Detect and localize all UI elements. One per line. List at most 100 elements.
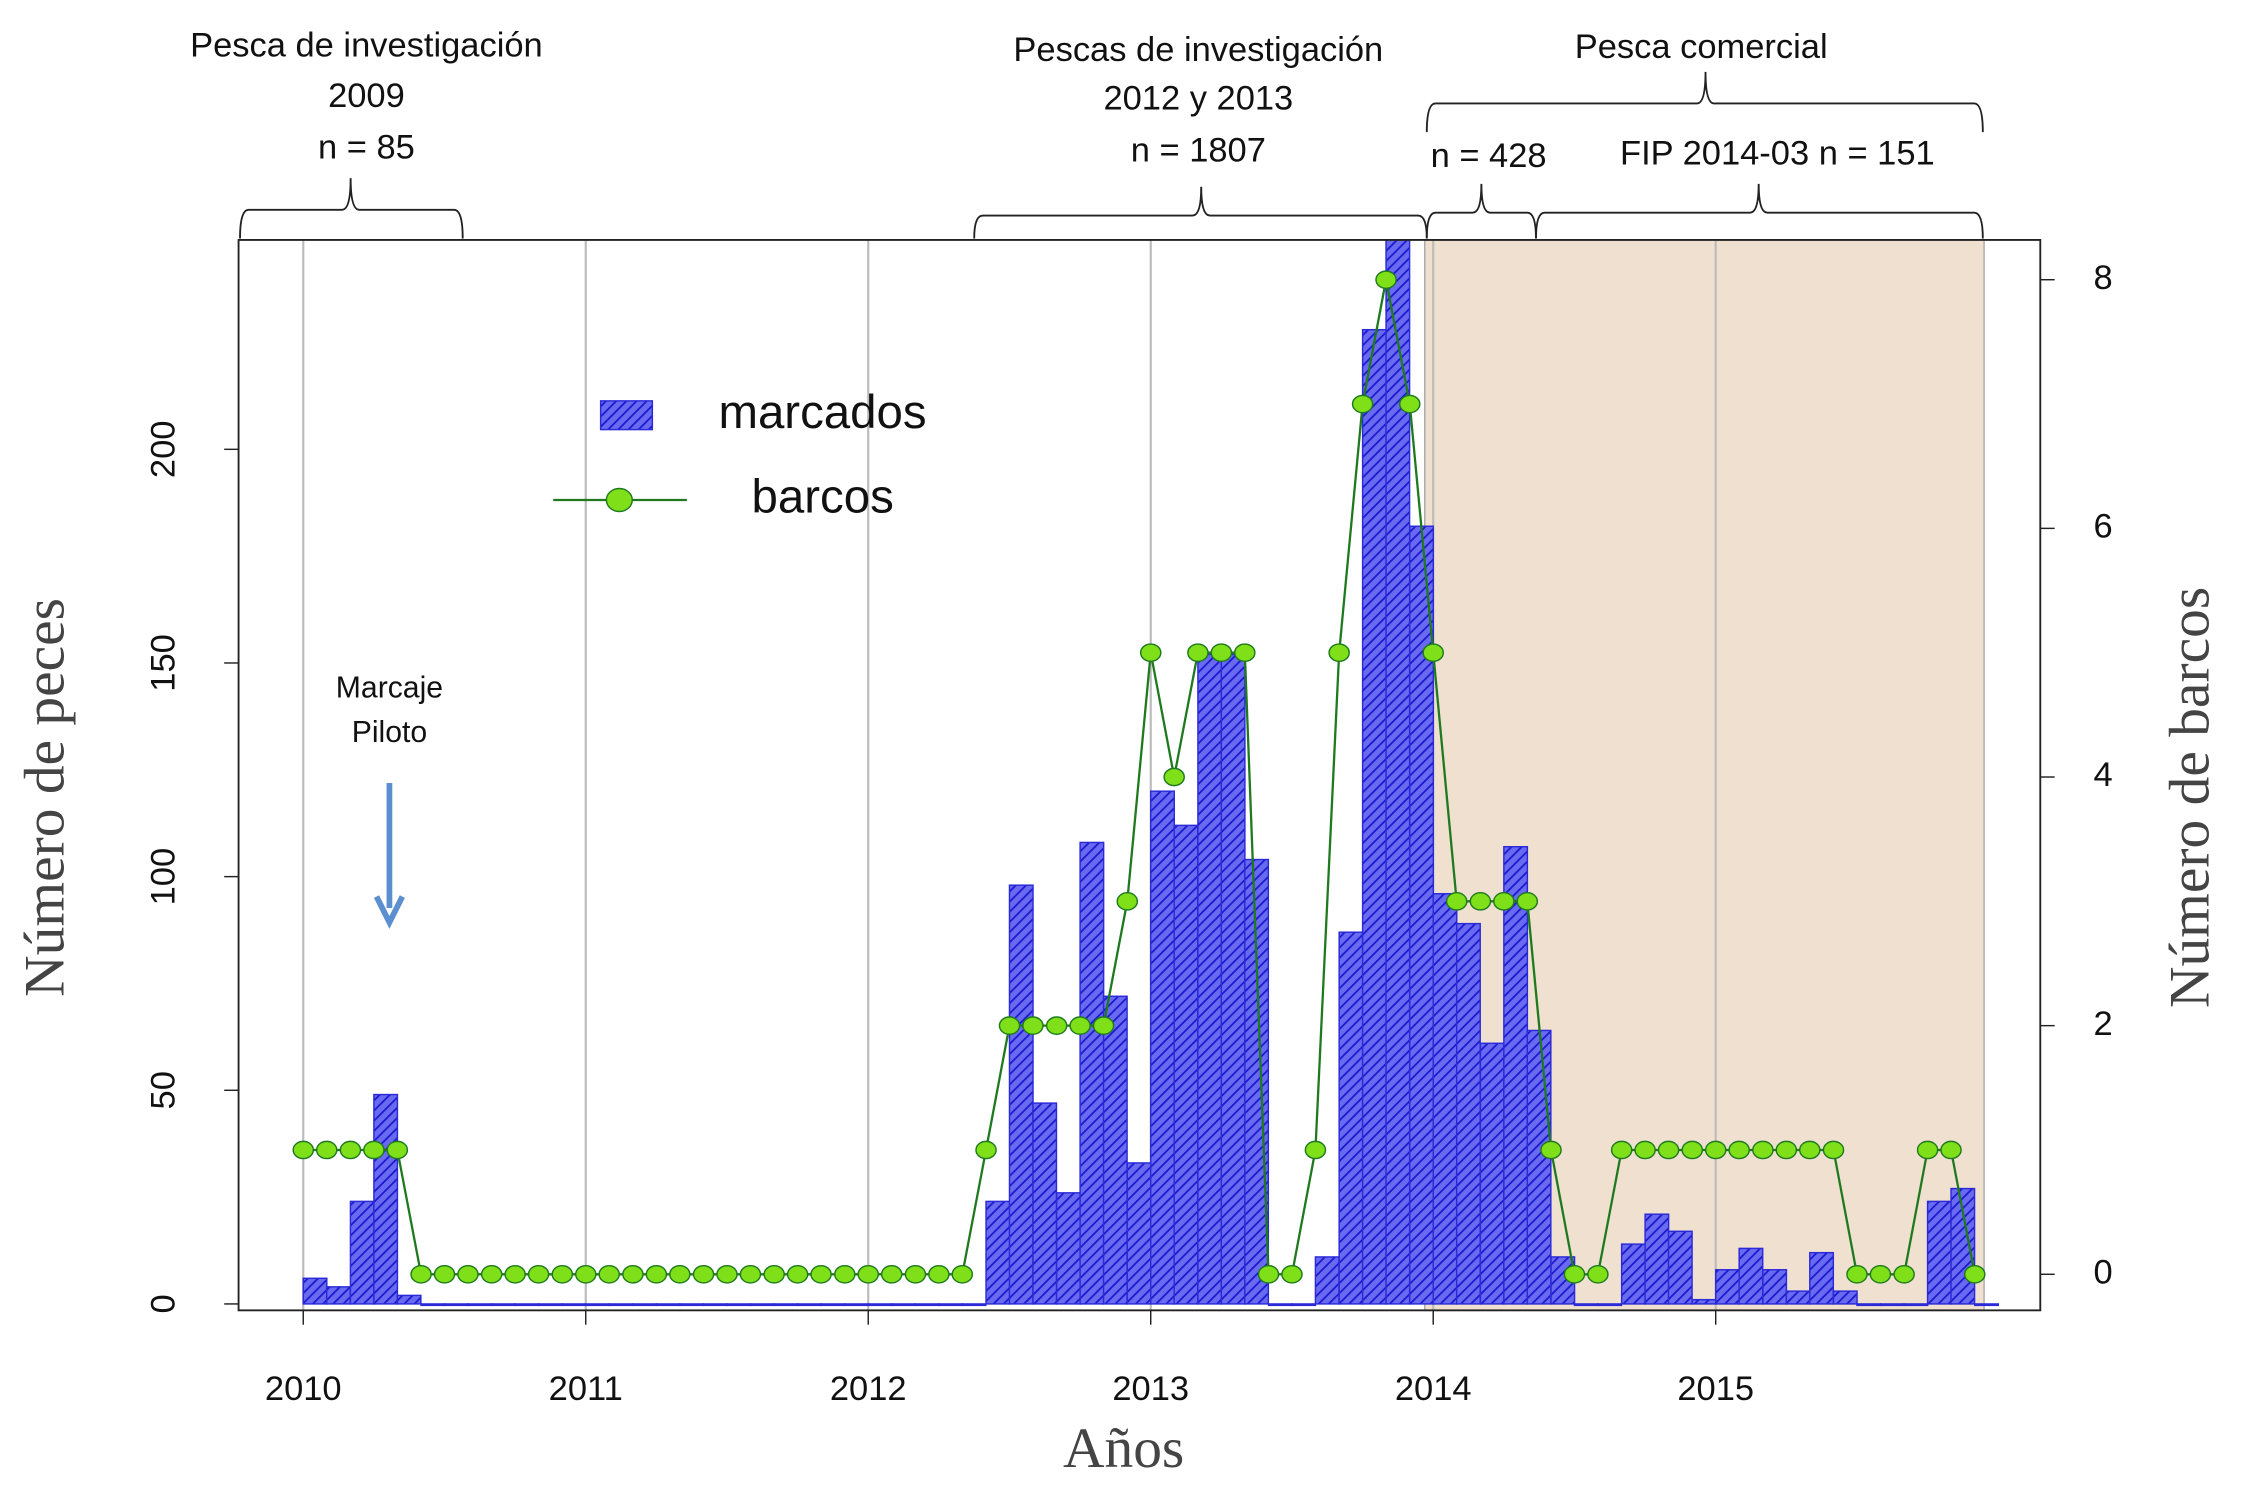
bar <box>1409 525 1435 1305</box>
point <box>363 1140 385 1160</box>
point <box>786 1264 809 1284</box>
point <box>1634 1140 1656 1160</box>
bar <box>1055 1192 1081 1305</box>
bar <box>514 1303 540 1307</box>
point <box>551 1264 574 1284</box>
bar <box>985 1200 1011 1305</box>
point <box>1304 1140 1327 1160</box>
point <box>1163 767 1185 787</box>
y2-tick-label: 4 <box>2093 756 2112 794</box>
point <box>1728 1140 1750 1160</box>
bar <box>1832 1290 1858 1305</box>
point <box>1328 643 1350 663</box>
bar <box>325 1286 351 1305</box>
bar <box>1197 653 1223 1305</box>
bar <box>1926 1200 1952 1305</box>
bar <box>1620 1243 1646 1305</box>
point <box>692 1264 715 1284</box>
bar <box>585 1303 611 1307</box>
annotation: n = 1807 <box>1131 131 1266 169</box>
point <box>1022 1016 1044 1035</box>
annotation: Pesca de investigación <box>190 27 543 65</box>
annotation: 2009 <box>328 77 405 115</box>
bar <box>1385 239 1411 1305</box>
bar <box>443 1303 469 1307</box>
bar <box>773 1303 799 1307</box>
bar <box>1879 1303 1905 1307</box>
bar <box>1597 1303 1623 1307</box>
point <box>669 1264 691 1284</box>
point <box>1540 1140 1562 1160</box>
point <box>1893 1264 1915 1284</box>
point <box>1681 1140 1704 1160</box>
bar <box>1691 1298 1717 1305</box>
bar <box>1220 653 1246 1305</box>
bar <box>1762 1269 1788 1305</box>
annotation: Pescas de investigación <box>1013 31 1383 69</box>
point <box>857 1264 880 1284</box>
point <box>1752 1140 1774 1160</box>
point <box>339 1140 362 1160</box>
point <box>1916 1140 1939 1160</box>
point <box>1445 891 1468 911</box>
brackets <box>239 71 1984 239</box>
point <box>315 1140 338 1160</box>
bar <box>420 1303 446 1307</box>
y2-axis-title: Número de barcos <box>2159 587 2222 1008</box>
point <box>763 1264 785 1284</box>
y-tick-label: 200 <box>144 421 182 479</box>
bar <box>1667 1230 1693 1305</box>
point <box>598 1264 620 1284</box>
point <box>739 1264 762 1284</box>
point <box>951 1264 974 1284</box>
bar <box>1432 893 1458 1305</box>
point <box>904 1264 927 1284</box>
bar <box>1856 1303 1882 1307</box>
bar <box>1644 1213 1670 1305</box>
bar <box>844 1303 870 1307</box>
y2-tick-label: 6 <box>2093 507 2112 545</box>
x-tick-label: 2015 <box>1677 1370 1754 1408</box>
bar <box>349 1200 375 1305</box>
point <box>1375 270 1397 290</box>
point <box>622 1264 644 1284</box>
annotation: Pesca comercial <box>1575 28 1828 66</box>
point <box>457 1264 479 1284</box>
bar <box>608 1303 634 1307</box>
bar <box>1150 790 1175 1305</box>
legend-label: barcos <box>752 471 894 524</box>
point <box>1469 891 1492 911</box>
annotation: n = 85 <box>318 129 415 167</box>
bar <box>490 1303 516 1307</box>
point <box>998 1016 1021 1035</box>
y-axis-title: Número de peces <box>14 598 77 997</box>
bar <box>1573 1303 1599 1307</box>
x-axis-title: Años <box>1063 1417 1184 1480</box>
y2-tick-label: 8 <box>2093 259 2112 297</box>
point <box>1116 891 1139 911</box>
point <box>1139 643 1162 663</box>
point <box>1822 1140 1845 1160</box>
bar <box>1314 1256 1340 1305</box>
bar <box>820 1303 846 1307</box>
bar <box>1974 1303 2000 1307</box>
bar <box>1126 1162 1152 1305</box>
x-tick-label: 2010 <box>265 1370 342 1408</box>
point <box>1257 1264 1280 1284</box>
point <box>1869 1264 1892 1284</box>
point <box>975 1140 997 1160</box>
y-tick-label: 50 <box>144 1071 182 1109</box>
annotation: n = 428 <box>1431 137 1547 175</box>
bar <box>702 1303 728 1307</box>
point <box>1799 1140 1821 1160</box>
bar <box>1267 1303 1293 1307</box>
point <box>928 1264 950 1284</box>
point <box>1963 1264 1986 1284</box>
bar <box>561 1303 587 1307</box>
point <box>1704 1140 1727 1160</box>
y2-tick-label: 2 <box>2093 1005 2112 1043</box>
x-tick-label: 2012 <box>830 1370 907 1408</box>
bar <box>1809 1251 1835 1305</box>
y-tick-label: 0 <box>144 1294 182 1313</box>
